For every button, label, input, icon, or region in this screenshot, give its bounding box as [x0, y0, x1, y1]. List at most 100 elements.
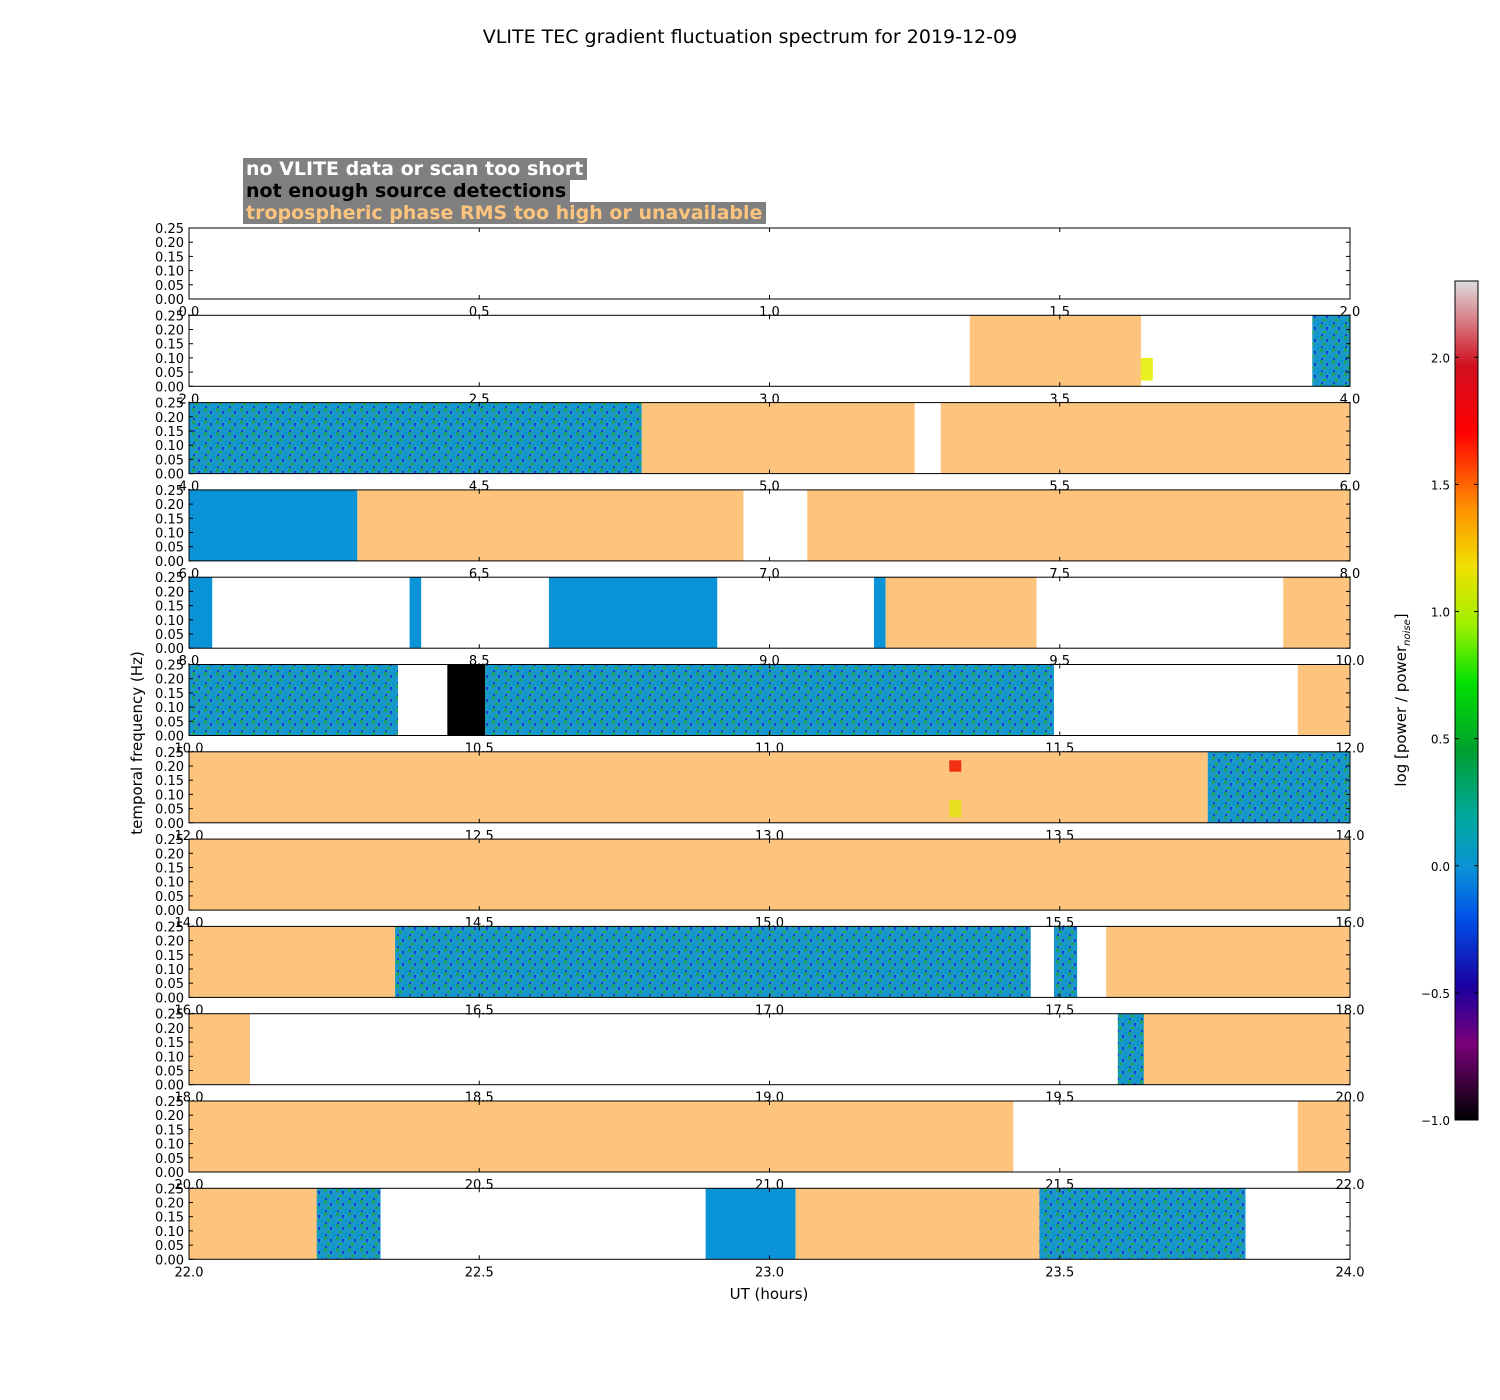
ytick-label: 0.15: [155, 512, 184, 527]
ytick-label: 0.25: [155, 1008, 184, 1023]
legend-not-enough-detections: not enough source detections: [243, 180, 571, 202]
hotspot-0: [1140, 357, 1153, 381]
panel-9-segment-2: [1143, 1013, 1350, 1085]
colorbar-tick-label: −0.5: [1421, 987, 1450, 1001]
panel-3-segment-0: [189, 489, 358, 561]
ytick-label: 0.20: [155, 498, 184, 513]
ytick-label: 0.05: [155, 890, 184, 905]
panel-11-segment-0: [189, 1188, 317, 1260]
y-axis-label: temporal frequency (Hz): [128, 651, 146, 835]
panel-11-segment-4: [1039, 1188, 1246, 1260]
panel-4-segment-3: [873, 577, 886, 649]
xtick-label: 23.5: [1045, 1265, 1074, 1280]
colorbar-label: log [power / powernoise]: [1392, 613, 1413, 786]
panel-11-segment-1: [316, 1188, 381, 1260]
ytick-label: 0.15: [155, 338, 184, 353]
panel-4-frame: [188, 576, 1351, 649]
ytick-label: 0.25: [155, 833, 184, 848]
ytick-label: 0.25: [155, 571, 184, 586]
ytick-label: 0.00: [155, 380, 184, 395]
ytick-label: 0.05: [155, 628, 184, 643]
panel-11-segment-3: [795, 1188, 1040, 1260]
xtick-label: 19.5: [1045, 1091, 1074, 1106]
panel-10-segment-0: [189, 1101, 1014, 1172]
xtick-label: 17.5: [1045, 1003, 1074, 1018]
ytick-label: 0.05: [155, 977, 184, 992]
ytick-label: 0.10: [155, 1050, 184, 1065]
panels: 0.000.050.100.150.200.250.0 0.5 1.0 1.5 2.00…: [155, 222, 1364, 1280]
panel-1: 0.000.050.100.150.200.252.0 2.5 3.0 3.5 4.0: [155, 309, 1360, 407]
xtick-label: 22.0: [175, 1265, 204, 1280]
ytick-label: 0.20: [155, 236, 184, 251]
ytick-label: 0.00: [155, 991, 184, 1006]
ytick-label: 0.05: [155, 366, 184, 381]
ytick-label: 0.15: [155, 1123, 184, 1138]
xtick-label: 22.0: [1336, 1178, 1365, 1193]
xtick-label: 16.5: [465, 1003, 494, 1018]
ytick-label: 0.25: [155, 746, 184, 761]
ytick-label: 0.10: [155, 1138, 184, 1153]
ytick-label: 0.25: [155, 659, 184, 674]
ytick-label: 0.10: [155, 527, 184, 542]
xtick-label: 17.0: [755, 1003, 784, 1018]
ytick-label: 0.20: [155, 760, 184, 775]
ytick-label: 0.10: [155, 439, 184, 454]
ytick-label: 0.05: [155, 1152, 184, 1167]
colorbar-gradient: [1454, 280, 1479, 1121]
panel-2: 0.000.050.100.150.200.254.0 4.5 5.0 5.5 6.0: [155, 397, 1360, 495]
ytick-label: 0.20: [155, 1197, 184, 1212]
ytick-label: 0.00: [155, 293, 184, 308]
colorbar: 2.0 1.5 1.0 0.5 0.0 −0.5 −1.0 log [power / pow…: [1392, 280, 1479, 1128]
ytick-label: 0.10: [155, 352, 184, 367]
colorbar-tick-label: 0.5: [1431, 733, 1450, 747]
ytick-label: 0.20: [155, 1109, 184, 1124]
xtick-label: 23.0: [755, 1265, 784, 1280]
legend-no-data: no VLITE data or scan too short: [243, 158, 588, 180]
panel-0-frame: [188, 227, 1351, 300]
panel-4: 0.000.050.100.150.200.258.0 8.5 9.0 9.5 10.0: [155, 571, 1364, 669]
panel-6-segment-0: [189, 751, 1208, 823]
xtick-label: 7.0: [759, 567, 780, 582]
ytick-label: 0.05: [155, 279, 184, 294]
panel-4-segment-0: [189, 577, 213, 649]
panel-0: 0.000.050.100.150.200.250.0 0.5 1.0 1.5 2.0: [155, 222, 1360, 320]
ytick-label: 0.05: [155, 541, 184, 556]
panel-3-segment-2: [807, 489, 1350, 561]
panel-5-segment-1: [447, 664, 486, 736]
panel-11-segment-2: [705, 1188, 796, 1260]
panel-5-segment-3: [1297, 664, 1350, 736]
ytick-label: 0.25: [155, 222, 184, 237]
colorbar-tick-label: 1.5: [1431, 478, 1450, 492]
ytick-label: 0.20: [155, 935, 184, 950]
panel-11: 0.000.050.100.150.200.25 22.0 22.5 23.0 23.5…: [155, 1182, 1364, 1280]
panel-2-segment-2: [940, 402, 1350, 474]
x-axis-label: UT (hours): [730, 1285, 809, 1303]
panel-8-segment-0: [189, 926, 396, 998]
panel-1-frame: [188, 314, 1351, 387]
panel-10-segment-1: [1297, 1101, 1350, 1172]
ytick-label: 0.20: [155, 847, 184, 862]
panel-2-segment-1: [641, 402, 915, 474]
xtick-label: 24.0: [1336, 1265, 1365, 1280]
xtick-label: 0.5: [469, 305, 490, 320]
ytick-label: 0.05: [155, 715, 184, 730]
xtick-label: 6.5: [469, 567, 490, 582]
panel-8-segment-1: [395, 926, 1031, 998]
panel-3: 0.000.050.100.150.200.256.0 6.5 7.0 7.5 8.0: [155, 484, 1360, 582]
ytick-label: 0.00: [155, 1253, 184, 1268]
ytick-label: 0.15: [155, 1036, 184, 1051]
panel-1-segment-0: [969, 315, 1142, 387]
ytick-label: 0.05: [155, 453, 184, 468]
panel-5-segment-0: [189, 664, 398, 736]
ytick-label: 0.10: [155, 963, 184, 978]
ytick-label: 0.20: [155, 1022, 184, 1037]
ytick-label: 0.10: [155, 614, 184, 629]
xtick-label: 7.5: [1049, 567, 1070, 582]
ytick-label: 0.00: [155, 1079, 184, 1094]
chart-title: VLITE TEC gradient fluctuation spectrum …: [483, 26, 1017, 48]
ytick-label: 0.00: [155, 730, 184, 745]
ytick-label: 0.10: [155, 265, 184, 280]
ytick-label: 0.05: [155, 803, 184, 818]
ytick-label: 0.20: [155, 411, 184, 426]
